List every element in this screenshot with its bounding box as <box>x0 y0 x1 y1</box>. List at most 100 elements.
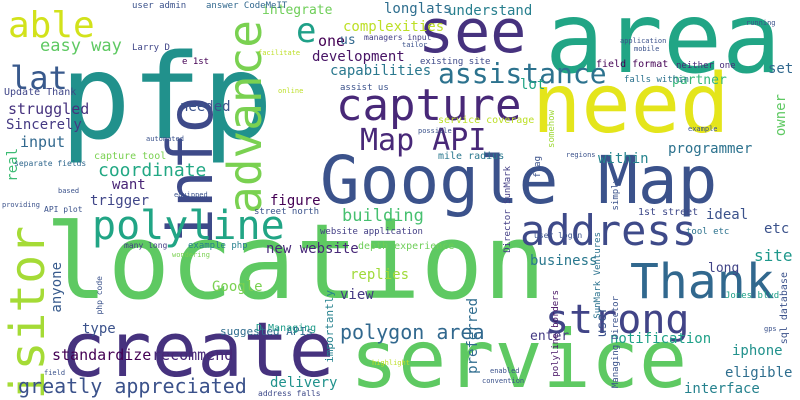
word: enabled <box>490 367 520 375</box>
word: iphone <box>732 343 783 359</box>
word: complexities <box>343 19 445 35</box>
word: lat <box>10 59 68 97</box>
word: service <box>350 313 688 400</box>
word: new website <box>266 241 359 257</box>
word: building <box>342 206 424 226</box>
word: Thank <box>630 254 775 310</box>
word: trigger <box>90 193 150 209</box>
word: highlight <box>372 359 410 367</box>
word: ideal <box>706 207 749 223</box>
word: polyline <box>92 203 285 249</box>
word: address falls <box>258 389 321 398</box>
word: capture <box>336 80 522 131</box>
word: long <box>708 261 740 276</box>
word: SunMark Ventures <box>593 232 603 319</box>
word: type <box>82 321 116 337</box>
word: providing <box>2 201 40 209</box>
word: existing site <box>420 57 491 67</box>
word: within <box>598 151 649 167</box>
word: partner <box>672 73 727 88</box>
word: Google Map <box>320 142 718 219</box>
word: delivery <box>270 375 338 391</box>
word: php code <box>95 276 104 315</box>
word: e 1st <box>182 57 210 67</box>
word: struggled <box>8 100 90 118</box>
word: convention <box>482 377 525 385</box>
word: D Managing <box>256 323 317 334</box>
word: area <box>545 0 782 96</box>
word: facilitate <box>258 49 301 57</box>
word: many long <box>124 241 168 250</box>
word: figure <box>270 193 321 209</box>
word: answer CodeMeIT <box>206 1 288 11</box>
word: view <box>340 287 374 303</box>
word: separate fields <box>14 159 87 168</box>
word: API plot <box>44 205 83 214</box>
word: interface <box>684 381 760 397</box>
word: flag <box>533 156 543 178</box>
word: recommend <box>152 346 234 364</box>
word: assistance <box>438 57 607 90</box>
word: site <box>754 246 793 265</box>
word: example <box>688 125 718 133</box>
word: business <box>530 253 598 269</box>
word: anyone <box>49 262 65 313</box>
word: create <box>60 305 335 394</box>
word: automated <box>146 135 184 143</box>
word: programmer <box>668 141 753 157</box>
word: gps <box>764 325 777 333</box>
word: need <box>532 57 730 152</box>
word: development <box>312 49 405 65</box>
word: Sincerely <box>6 117 82 133</box>
word: etc <box>764 221 790 237</box>
word: Director SunMark <box>503 166 513 253</box>
word: street north <box>254 207 320 217</box>
word: regions <box>566 151 596 159</box>
word: Jones blvd <box>725 291 780 301</box>
word: owner <box>773 94 789 137</box>
word: notification <box>610 331 712 347</box>
word: assist us <box>340 83 389 93</box>
word: us <box>340 33 356 48</box>
word: Map API <box>360 123 487 158</box>
word: location <box>45 201 546 323</box>
word: Managing Director <box>611 296 621 389</box>
word: running <box>746 19 776 27</box>
word: e <box>296 11 317 51</box>
word: somehow <box>547 110 557 148</box>
word: address <box>520 206 698 255</box>
word: sql database <box>779 272 790 345</box>
word: see <box>418 0 527 67</box>
word: understand <box>448 3 533 19</box>
word: Larry D <box>132 43 170 53</box>
word: enter <box>530 329 570 344</box>
word: field format <box>596 59 669 70</box>
word: mile radius <box>438 151 505 162</box>
word: importantly <box>323 290 336 363</box>
word: user admin <box>132 1 187 11</box>
word: eligible <box>725 365 793 381</box>
word: polyline borders <box>551 290 561 377</box>
word: capture tool <box>94 151 167 162</box>
word: neither one <box>676 61 736 71</box>
word: want <box>112 177 146 193</box>
word: capabilities <box>330 63 432 79</box>
word: polygon area <box>340 320 485 344</box>
word: wondering <box>172 251 210 259</box>
word: tool etc <box>686 227 730 237</box>
word: Google <box>212 279 263 295</box>
word: standardize <box>52 346 152 364</box>
word: pfp <box>60 28 274 166</box>
word: able <box>8 5 95 46</box>
word: depth experience <box>358 241 455 252</box>
word: preferred <box>465 298 481 374</box>
word: coordinate <box>98 160 207 181</box>
word: user login <box>534 231 583 240</box>
word: one <box>318 32 346 50</box>
word: needed <box>180 99 231 115</box>
word: integrate <box>262 3 333 18</box>
word: managers input <box>364 33 432 42</box>
word: example php <box>188 241 248 251</box>
word: falls within <box>624 75 690 85</box>
